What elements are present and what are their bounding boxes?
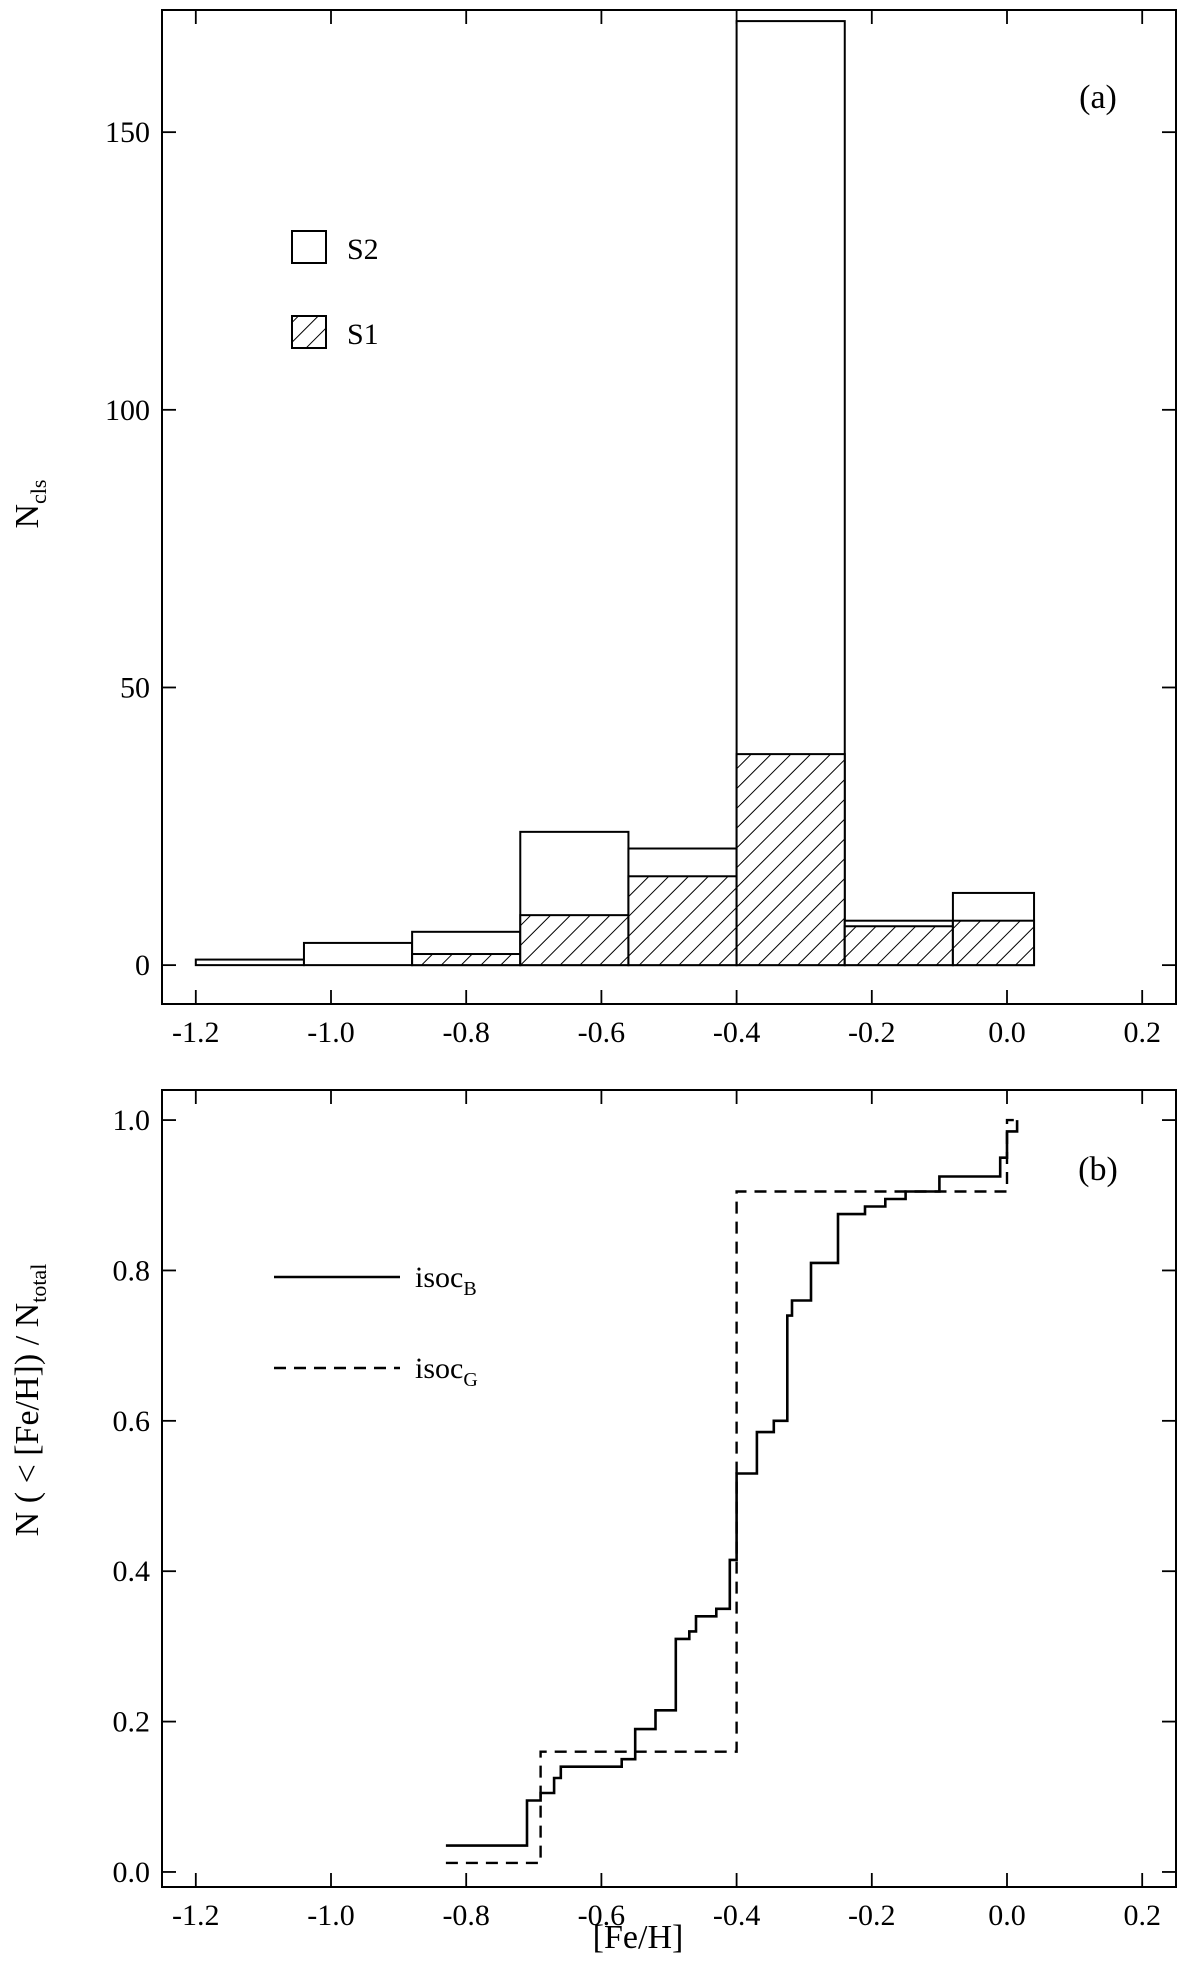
legend-swatch-s1 xyxy=(291,315,327,349)
bar-s2 xyxy=(194,958,305,967)
cumulative-lines xyxy=(445,1118,1019,1865)
panel-a-ticks xyxy=(162,10,1176,1004)
y-tick-label: 150 xyxy=(105,116,150,149)
x-tick-label: -0.4 xyxy=(713,1899,761,1932)
y-tick-label: 50 xyxy=(120,671,150,704)
x-tick-label: -0.6 xyxy=(578,1016,626,1049)
bar-s1 xyxy=(951,919,1036,967)
panel-a-frame xyxy=(161,9,1177,1005)
legend-label-isocb: isocB xyxy=(415,1261,477,1300)
x-tick-label: -1.2 xyxy=(172,1899,220,1932)
legend-label-isocg: isocG xyxy=(415,1352,478,1391)
histogram-panel: -1.2 -1.0 -0.8 -0.6 -0.4 -0.2 0.0 0.2 0 50 100 150… xyxy=(9,9,1177,1049)
panel-a-y-tick-labels: 0 50 100 150 xyxy=(105,116,150,982)
panel-b-y-axis-label: N ( < [Fe/H]) / Ntotal xyxy=(9,1264,51,1537)
panel-a-legend: S2 S1 xyxy=(291,230,379,351)
y-label-main: N ( < [Fe/H]) / N xyxy=(9,1303,46,1537)
x-tick-label: 0.0 xyxy=(988,1899,1026,1932)
panel-b-label: (b) xyxy=(1078,1151,1118,1188)
x-axis-label: [Fe/H] xyxy=(593,1919,684,1956)
legend-label-s1: S1 xyxy=(347,318,379,351)
panel-b-y-tick-labels: 0.0 0.2 0.4 0.6 0.8 1.0 xyxy=(113,1104,151,1889)
bar-s1 xyxy=(843,925,954,967)
cumulative-panel: -1.2 -1.0 -0.8 -0.6 -0.4 -0.2 0.0 0.2 0.0 0.2 0.4… xyxy=(9,1089,1177,1956)
panel-b-ticks xyxy=(162,1090,1176,1887)
x-tick-label: -1.2 xyxy=(172,1016,220,1049)
x-tick-label: -0.8 xyxy=(442,1899,490,1932)
x-tick-label: 0.2 xyxy=(1123,1899,1161,1932)
y-label-main: N xyxy=(9,504,46,529)
panel-a-label: (a) xyxy=(1079,79,1117,116)
y-tick-label: 1.0 xyxy=(113,1104,151,1137)
x-tick-label: -1.0 xyxy=(307,1016,355,1049)
bar-s1 xyxy=(735,753,846,967)
y-tick-label: 0 xyxy=(135,949,150,982)
bar-s1 xyxy=(519,914,630,967)
histogram-bars xyxy=(194,20,1036,967)
x-tick-label: -0.4 xyxy=(713,1016,761,1049)
x-tick-label: 0.0 xyxy=(988,1016,1026,1049)
panel-a-y-axis-label: Ncls xyxy=(9,479,51,528)
panel-a-x-tick-labels: -1.2 -1.0 -0.8 -0.6 -0.4 -0.2 0.0 0.2 xyxy=(172,1016,1161,1049)
panel-b-legend: isocB isocG xyxy=(274,1261,478,1391)
y-tick-label: 0.6 xyxy=(113,1405,151,1438)
x-tick-label: -0.6 xyxy=(578,1899,626,1932)
legend-swatch-s2 xyxy=(291,230,327,264)
y-tick-label: 0.8 xyxy=(113,1254,151,1287)
y-tick-label: 100 xyxy=(105,394,150,427)
y-tick-label: 0.2 xyxy=(113,1706,151,1739)
bar-s1 xyxy=(411,953,522,967)
y-label-subscript: total xyxy=(26,1264,51,1303)
y-tick-label: 0.0 xyxy=(113,1856,151,1889)
x-tick-label: -0.2 xyxy=(848,1016,896,1049)
panel-b-frame xyxy=(161,1089,1177,1888)
bar-s2 xyxy=(302,941,414,967)
series-line-isocg xyxy=(445,1118,1014,1865)
bar-s1 xyxy=(627,875,738,967)
x-tick-label: -1.0 xyxy=(307,1899,355,1932)
panel-b-x-tick-labels: -1.2 -1.0 -0.8 -0.6 -0.4 -0.2 0.0 0.2 xyxy=(172,1899,1161,1932)
y-tick-label: 0.4 xyxy=(113,1555,151,1588)
series-line-isocb xyxy=(445,1120,1019,1847)
y-label-subscript: cls xyxy=(26,479,51,503)
x-tick-label: -0.8 xyxy=(442,1016,490,1049)
x-tick-label: -0.2 xyxy=(848,1899,896,1932)
legend-label-s2: S2 xyxy=(347,233,379,266)
x-tick-label: 0.2 xyxy=(1123,1016,1161,1049)
